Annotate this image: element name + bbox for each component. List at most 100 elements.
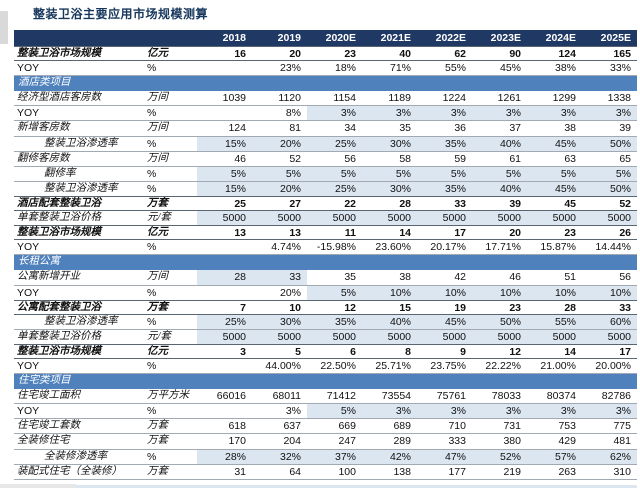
value-cell: 1338 bbox=[607, 92, 631, 105]
value-cell: 26 bbox=[619, 227, 631, 240]
table-row: 新增客房数 万间 124 81 34 35 36 37 38 39 bbox=[14, 121, 637, 137]
row-unit: 亿元 bbox=[147, 227, 168, 239]
value-cell: 55% bbox=[444, 62, 466, 75]
value-cell: 10% bbox=[582, 285, 637, 300]
value-cell: -15.98% bbox=[316, 241, 356, 254]
value-cell: 3% bbox=[527, 106, 582, 121]
value-cell: 27 bbox=[289, 197, 301, 210]
value-cell: 1120 bbox=[278, 92, 301, 105]
value-cell: 23 bbox=[564, 227, 576, 240]
value-cell: 22 bbox=[344, 197, 356, 210]
value-cell: 33% bbox=[609, 62, 631, 75]
value-cell: 23% bbox=[279, 62, 301, 75]
value-cell: 5000 bbox=[197, 329, 252, 344]
value-cell: 12 bbox=[509, 345, 521, 358]
row-label: 整装卫浴市场规模 bbox=[17, 227, 101, 239]
table-row: YOY% 3% 5% 3% 3% 3% 3% 3% bbox=[14, 404, 637, 420]
value-cell: 731 bbox=[503, 420, 521, 433]
value-cell bbox=[197, 286, 252, 300]
value-cell: 481 bbox=[613, 435, 631, 448]
value-cell: 38% bbox=[554, 62, 576, 75]
value-cell: 14 bbox=[399, 227, 411, 240]
value-cell: 710 bbox=[448, 420, 466, 433]
value-cell: 3 bbox=[240, 345, 246, 358]
row-label: 经济型酒店客房数 bbox=[17, 92, 101, 104]
table-row: 装配式住宅（全装修） 万套 31 64 100 138 177 219 263 310 bbox=[14, 464, 637, 480]
value-cell: 45% bbox=[499, 62, 521, 75]
row-unit: 万套 bbox=[147, 465, 168, 477]
table-row: 全装修住宅 万套 170 204 247 289 333 380 429 481 bbox=[14, 434, 637, 450]
value-cell: 247 bbox=[338, 435, 356, 448]
value-cell: 10 bbox=[289, 301, 301, 314]
table-row: 公寓新增开业 万间 28 33 35 38 42 46 51 56 bbox=[14, 270, 637, 286]
value-cell: 50% bbox=[582, 181, 637, 196]
value-cell: 775 bbox=[613, 420, 631, 433]
year-header-cell: 2020E bbox=[325, 32, 356, 44]
row-label: 翻修率 bbox=[44, 167, 76, 179]
value-cell: 30% bbox=[362, 181, 417, 196]
value-cell: 15% bbox=[197, 136, 252, 151]
value-cell: 9 bbox=[460, 345, 466, 358]
row-label: 整装卫浴渗透率 bbox=[44, 315, 118, 327]
value-cell: 38 bbox=[399, 271, 411, 284]
value-cell: 10% bbox=[527, 285, 582, 300]
value-cell: 14 bbox=[564, 345, 576, 358]
table-row: 住宅竣工面积 万平方米 66016 68011 71412 73554 75761 78033… bbox=[14, 389, 637, 405]
value-cell: 5000 bbox=[582, 211, 637, 226]
value-cell: 68011 bbox=[272, 390, 301, 403]
value-cell: 14.44% bbox=[595, 241, 631, 254]
row-unit: 万间 bbox=[147, 92, 168, 104]
value-cell: 669 bbox=[338, 420, 356, 433]
value-cell: 5000 bbox=[307, 211, 362, 226]
value-cell: 429 bbox=[558, 435, 576, 448]
value-cell: 5% bbox=[472, 166, 527, 181]
value-cell: 5000 bbox=[472, 329, 527, 344]
value-cell: 81 bbox=[289, 122, 301, 135]
value-cell: 5000 bbox=[362, 211, 417, 226]
value-cell: 15.87% bbox=[540, 241, 576, 254]
row-unit: 万套 bbox=[147, 420, 168, 432]
value-cell: 58 bbox=[399, 152, 411, 165]
row-unit: % bbox=[147, 315, 157, 328]
value-cell: 5% bbox=[307, 404, 362, 419]
value-cell: 5000 bbox=[252, 329, 307, 344]
row-unit: % bbox=[147, 62, 157, 75]
value-cell: 64 bbox=[289, 465, 301, 478]
row-label: YOY bbox=[17, 405, 40, 418]
row-unit: % bbox=[147, 241, 157, 254]
table-row: 整装卫浴市场规模 亿元 13 13 11 14 17 20 23 26 bbox=[14, 225, 637, 241]
value-cell: 40% bbox=[472, 181, 527, 196]
value-cell: 23 bbox=[344, 48, 356, 60]
value-cell: 380 bbox=[503, 435, 521, 448]
value-cell: 57% bbox=[527, 449, 582, 464]
value-cell: 5000 bbox=[252, 211, 307, 226]
header-spacer-cell bbox=[14, 30, 145, 46]
row-label: 整装卫浴渗透率 bbox=[44, 182, 118, 194]
value-cell: 46 bbox=[509, 271, 521, 284]
value-cell: 16 bbox=[234, 48, 246, 60]
value-cell: 55% bbox=[527, 314, 582, 329]
table-row: 整装卫浴市场规模 亿元 16 20 23 40 62 90 124 165 bbox=[14, 46, 637, 62]
value-cell: 3% bbox=[417, 404, 472, 419]
row-unit: 元/套 bbox=[147, 330, 171, 342]
row-label: 装配式住宅（全装修） bbox=[17, 465, 122, 477]
table-row: 翻修率% 5% 5% 5% 5% 5% 5% 5% 5% bbox=[14, 166, 637, 182]
value-cell: 62 bbox=[454, 48, 466, 60]
year-header-cell: 2019 bbox=[277, 32, 301, 44]
partial-row-highlight bbox=[76, 485, 637, 488]
value-cell: 45% bbox=[527, 181, 582, 196]
row-label: 公寓配套整装卫浴 bbox=[17, 301, 101, 313]
value-cell: 46 bbox=[234, 152, 246, 165]
value-cell: 204 bbox=[283, 435, 301, 448]
value-cell: 19 bbox=[454, 301, 466, 314]
value-cell: 28 bbox=[197, 270, 252, 285]
value-cell: 65 bbox=[619, 152, 631, 165]
table-row: 公寓配套整装卫浴 万套 7 10 12 15 19 23 28 33 bbox=[14, 299, 637, 315]
row-unit: % bbox=[147, 405, 157, 418]
section-header-row: 酒店类项目 bbox=[14, 76, 637, 92]
value-cell: 5% bbox=[252, 166, 307, 181]
value-cell: 78033 bbox=[491, 390, 521, 403]
value-cell: 45% bbox=[527, 136, 582, 151]
table-row: YOY% 20% 5% 10% 10% 10% 10% 10% bbox=[14, 285, 637, 301]
value-cell: 5000 bbox=[527, 211, 582, 226]
